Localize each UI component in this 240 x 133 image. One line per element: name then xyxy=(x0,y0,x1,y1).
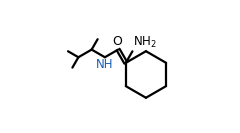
Text: NH: NH xyxy=(96,58,113,71)
Text: O: O xyxy=(113,35,122,48)
Text: NH$_2$: NH$_2$ xyxy=(133,35,157,50)
